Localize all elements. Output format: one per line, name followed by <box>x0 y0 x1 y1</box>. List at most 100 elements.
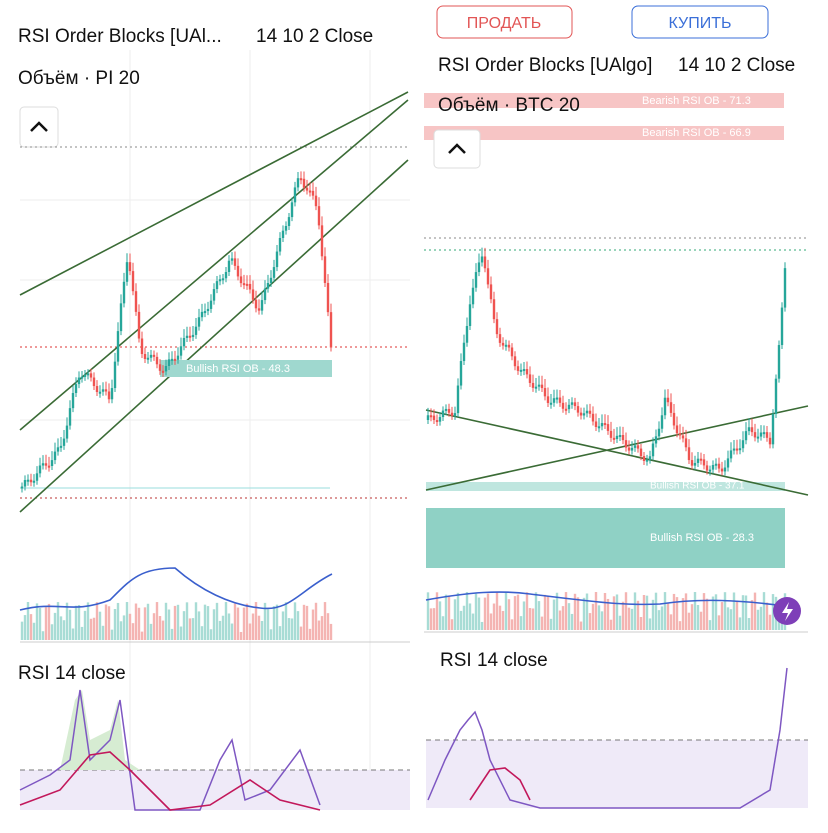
candle-body <box>477 262 481 273</box>
candle-body <box>167 359 171 366</box>
candle-body <box>690 460 694 466</box>
candle-body <box>230 258 234 261</box>
candle-body <box>266 282 270 289</box>
candle-body <box>326 282 330 313</box>
volume-bar <box>236 607 240 640</box>
candle-body <box>447 408 451 413</box>
volume-bar <box>95 602 99 640</box>
volume-bar <box>239 631 243 640</box>
candle-body <box>293 187 297 203</box>
candle-body <box>645 459 649 462</box>
volume-bar <box>155 602 159 640</box>
candle-body <box>609 430 613 438</box>
volume-bar <box>296 611 300 640</box>
candle-body <box>23 480 27 487</box>
candle-body <box>462 342 466 362</box>
bear-ob-label: Bearish RSI OB - 71.3 <box>642 95 751 107</box>
candle-body <box>738 448 742 451</box>
volume-bar <box>594 592 598 630</box>
candle-body <box>564 408 568 411</box>
volume-bar <box>612 596 616 630</box>
candle-body <box>426 415 430 420</box>
volume-bar <box>429 608 433 630</box>
ob-label: Bullish RSI OB - 48.3 <box>186 363 290 375</box>
candle-body <box>68 408 72 426</box>
volume-bar <box>729 609 733 630</box>
candle-body <box>251 289 255 300</box>
volume-bar <box>329 623 333 640</box>
collapse-button[interactable] <box>433 129 481 169</box>
buy-button[interactable] <box>631 5 769 39</box>
candle-body <box>257 308 261 311</box>
candle-body <box>582 413 586 416</box>
volume-bar <box>302 604 306 640</box>
candle-body <box>110 388 114 400</box>
volume-bar <box>573 593 577 630</box>
volume-bar <box>266 609 270 640</box>
sell-label: ПРОДАТЬ <box>467 15 541 32</box>
volume-bar <box>630 608 634 630</box>
candle-body <box>53 451 57 461</box>
volume-bar <box>762 592 766 630</box>
volume-bar <box>588 613 592 630</box>
volume-bar <box>299 626 303 640</box>
candle-body <box>573 402 577 407</box>
candle-body <box>450 412 454 416</box>
candle-body <box>260 300 264 311</box>
candle-body <box>669 402 673 413</box>
volume-bar <box>20 621 24 640</box>
candle-body <box>735 448 739 451</box>
candle-body <box>299 178 303 181</box>
volume-ma <box>19 567 333 611</box>
volume-bar <box>528 608 532 630</box>
volume-bar <box>59 616 63 640</box>
candle-body <box>29 479 33 483</box>
candle-body <box>314 195 318 207</box>
candle-body <box>185 335 189 338</box>
volume-bar <box>68 609 72 640</box>
candle-body <box>765 432 769 438</box>
candle-body <box>269 277 273 283</box>
grid <box>20 50 410 810</box>
candle-body <box>254 299 258 309</box>
volume-bar <box>666 602 670 630</box>
volume-bar <box>624 592 628 630</box>
candle-body <box>71 393 75 409</box>
volume-bar <box>104 604 108 640</box>
volume-bar <box>432 608 436 630</box>
volume-bar <box>744 595 748 630</box>
candle-body <box>678 433 682 436</box>
volume-bar <box>582 597 586 630</box>
candle-body <box>465 325 469 343</box>
volume-bar <box>26 602 30 640</box>
candle-body <box>140 338 144 355</box>
volume-bar <box>227 613 231 640</box>
collapse-button[interactable] <box>19 106 59 148</box>
candle-body <box>218 279 222 282</box>
candle-body <box>47 465 51 468</box>
volume-bar <box>702 593 706 630</box>
volume-bar <box>122 615 126 640</box>
candle-body <box>101 389 105 392</box>
candle-body <box>104 389 108 392</box>
volume-bar <box>720 602 724 630</box>
volume-bar <box>47 603 51 640</box>
volume-bar <box>771 594 775 630</box>
volume-bar <box>600 611 604 630</box>
candle-body <box>753 432 757 438</box>
candle-body <box>495 319 499 335</box>
candle-body <box>173 358 177 361</box>
candle-body <box>483 256 487 269</box>
candle-body <box>516 366 520 371</box>
candle-body <box>783 268 787 308</box>
candle-body <box>567 404 571 410</box>
candle-body <box>278 238 282 252</box>
volume-bar <box>738 617 742 630</box>
candle-body <box>540 384 544 389</box>
volume-bar <box>675 597 679 630</box>
volume-bar <box>435 592 439 630</box>
volume-bar <box>627 607 631 630</box>
candle-body <box>501 342 505 346</box>
sell-button[interactable] <box>436 5 573 39</box>
candle-body <box>687 447 691 461</box>
